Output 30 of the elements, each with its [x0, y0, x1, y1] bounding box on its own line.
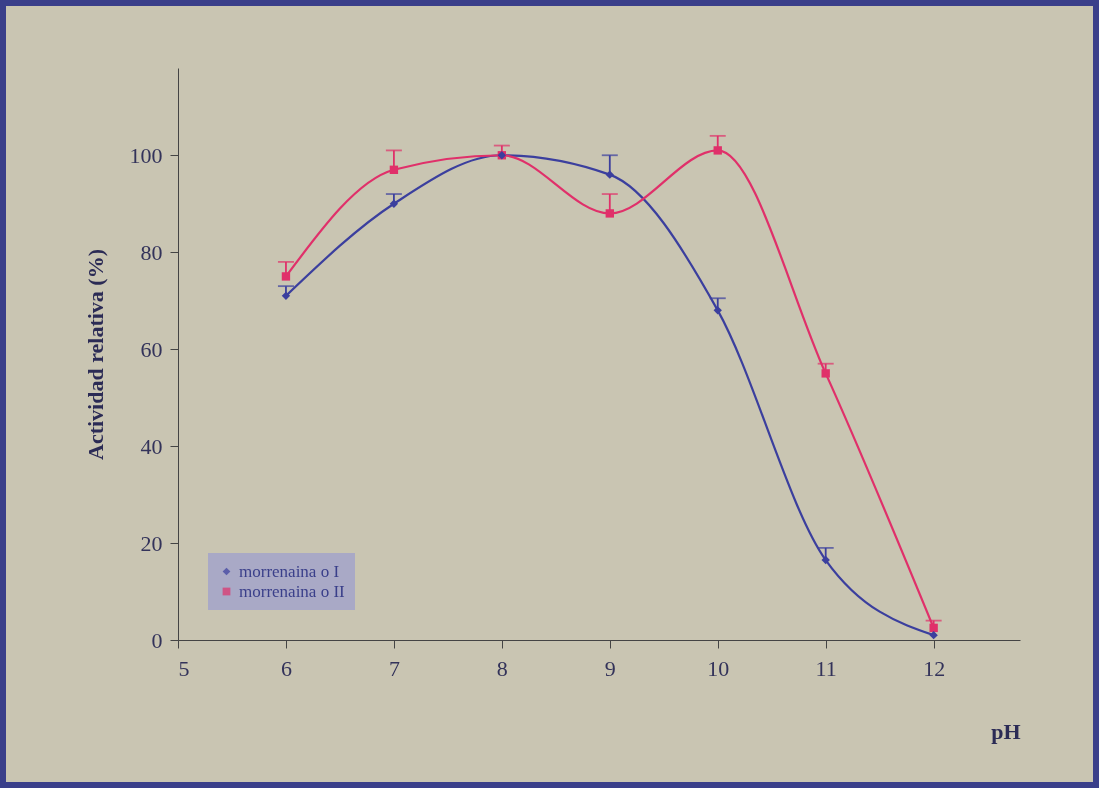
point — [281, 291, 291, 301]
legend-label: morrenaina o II — [239, 581, 346, 601]
point — [929, 630, 938, 640]
x-tick-label: 6 — [280, 655, 292, 681]
point — [281, 272, 291, 281]
y-tick-label: 80 — [140, 239, 163, 265]
x-tick-label: 10 — [707, 655, 730, 681]
x-tick-label: 11 — [815, 655, 837, 681]
point — [821, 369, 830, 378]
y-tick-label: 100 — [129, 142, 163, 168]
y-tick-label: 0 — [151, 627, 163, 653]
point — [929, 623, 938, 633]
x-tick-label: 12 — [923, 655, 946, 681]
point — [389, 165, 399, 174]
x-tick-label: 9 — [604, 655, 616, 681]
point — [713, 146, 722, 155]
point — [713, 306, 722, 315]
point — [605, 170, 614, 179]
y-tick-label: 40 — [140, 433, 163, 459]
x-tick-label: 7 — [388, 655, 400, 681]
point — [821, 555, 830, 565]
x-axis-title: pH — [991, 718, 1021, 744]
point — [605, 209, 614, 218]
x-tick-label: 5 — [178, 655, 190, 681]
y-tick-label: 20 — [140, 530, 163, 556]
x-tick-label: 8 — [496, 655, 508, 681]
y-tick-label: 60 — [140, 336, 163, 362]
y-axis-title: Actividad relativa (%) — [82, 248, 108, 461]
point — [389, 199, 399, 208]
legend-label: morrenaina o I — [239, 561, 340, 581]
